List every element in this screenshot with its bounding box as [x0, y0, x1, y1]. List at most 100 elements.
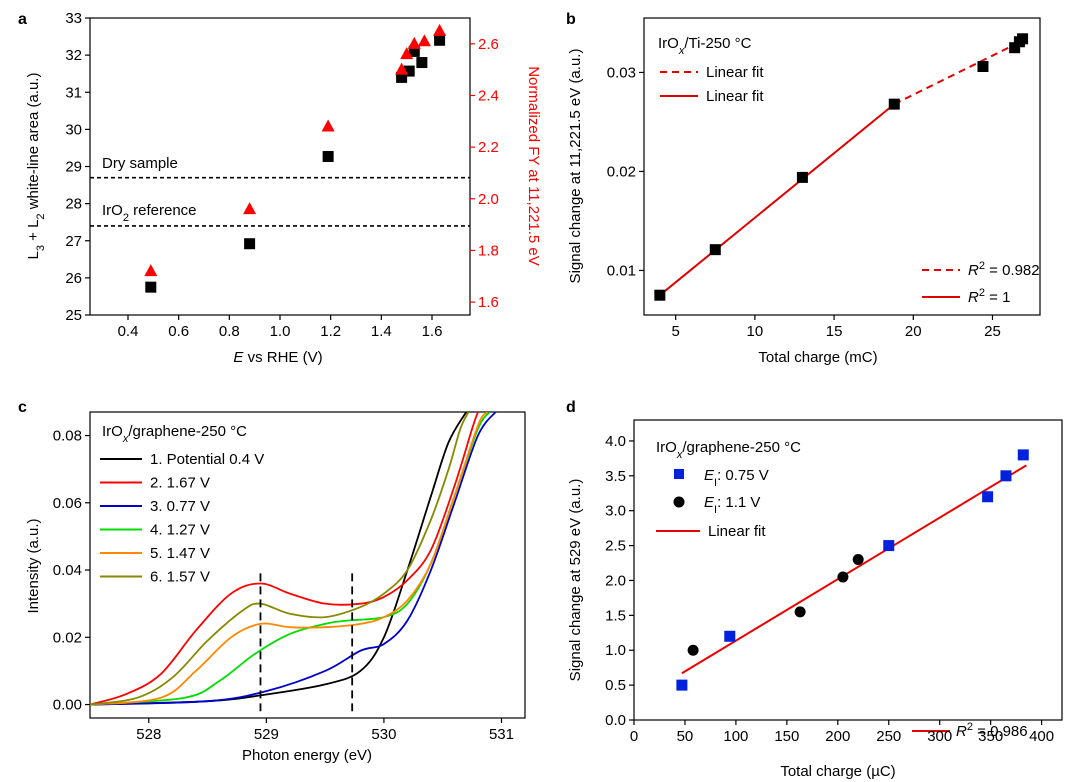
panel-d-y-tick-label: 3.5	[605, 468, 626, 485]
panel-c-sample-sub: x	[122, 433, 129, 445]
panel-d: d Total charge (µC) Signal change at 529…	[566, 399, 1063, 780]
panel-c-series-line-6	[90, 412, 470, 706]
panel-d-legend-sub1: I	[714, 477, 717, 489]
panel-a-y2-tick-label: 1.8	[478, 242, 499, 259]
panel-b-y-tick-label: 0.02	[607, 163, 636, 180]
panel-a-square-point	[396, 71, 408, 83]
panel-d-legend-label-075: EI: 0.75 V	[704, 467, 769, 489]
panel-d-x-tick-label: 150	[774, 728, 799, 745]
panel-d-r2-label: R2 = 0.986	[956, 721, 1028, 740]
panel-b-y-tick-label: 0.01	[607, 262, 636, 279]
panel-a-y-tick-label: 25	[65, 307, 82, 324]
panel-d-x-tick-label: 50	[677, 728, 694, 745]
panel-b-sample-iro: IrO	[658, 35, 679, 52]
panel-b-legend-dashed-label: Linear fit	[706, 64, 764, 81]
panel-a-x-tick-label: 0.8	[219, 323, 240, 340]
panel-d-y-tick-label: 0.5	[605, 677, 626, 694]
panel-a-x-tick-label: 0.4	[118, 323, 139, 340]
panel-c-y-tick-label: 0.04	[53, 562, 82, 579]
panel-a-y-label-sub3: 3	[35, 245, 47, 251]
panel-c-y-tick-label: 0.00	[53, 697, 82, 714]
panel-b-data-point	[888, 98, 900, 110]
panel-d-legend-circle-marker	[673, 496, 685, 508]
panel-a-triangle-point	[144, 264, 158, 277]
panel-c-x-tick-label: 530	[371, 726, 396, 743]
panel-d-sample-rest: /graphene-250 °C	[682, 439, 801, 456]
panel-a-y2-tick-label: 2.2	[478, 139, 499, 156]
panel-d-y-tick-label: 2.0	[605, 572, 626, 589]
panel-d-legend-rest2: : 1.1 V	[717, 494, 760, 511]
panel-c-series-line-2	[90, 412, 479, 706]
panel-c-legend-label: 6. 1.57 V	[150, 569, 210, 586]
panel-b-x-tick-label: 10	[747, 323, 764, 340]
panel-a-y-label-rest: white-line area (a.u.)	[25, 73, 42, 214]
panel-d-r2-value: = 0.986	[973, 723, 1028, 740]
panel-a-square-point	[416, 57, 428, 69]
panel-a-square-point	[322, 150, 334, 162]
panel-b-sample-sub: x	[678, 45, 685, 57]
panel-a-x-tick-label: 1.4	[371, 323, 392, 340]
panel-b-r2-solid-label: R2 = 1	[968, 287, 1010, 306]
panel-d-legend-square-marker	[674, 469, 684, 479]
panel-a-iro2-sub: 2	[123, 212, 129, 224]
panel-c-y-tick-label: 0.08	[53, 428, 82, 445]
panel-c-legend-label: 1. Potential 0.4 V	[150, 451, 264, 468]
panel-a-iro2-text: IrO	[102, 202, 123, 219]
panel-b-fit-solid-line	[659, 103, 895, 296]
panel-a-y-label-sub2: 2	[35, 213, 47, 219]
panel-b-r2a-sup: 2	[979, 260, 985, 272]
panel-d-y-axis-label: Signal change at 529 eV (a.u.)	[567, 479, 584, 682]
panel-d-sample-sub: x	[676, 449, 683, 461]
panel-c-plot-frame	[89, 411, 526, 719]
panel-a-y2-tick-label: 2.6	[478, 36, 499, 53]
panel-d-legend-sub2: I	[714, 504, 717, 516]
panel-a-x-tick-label: 1.0	[270, 323, 291, 340]
panel-c-series-line-3	[90, 412, 497, 706]
panel-c-letter: c	[18, 399, 27, 416]
panel-a-y2-tick-label: 1.6	[478, 294, 499, 311]
panel-b-sample-label: IrOx/Ti-250 °C	[658, 35, 752, 57]
panel-d-legend-label-11: EI: 1.1 V	[704, 494, 760, 516]
panel-a-letter: a	[18, 11, 27, 28]
panel-a-y-tick-label: 32	[65, 47, 82, 64]
panel-d-y-tick-label: 2.5	[605, 538, 626, 555]
panel-d-y-tick-label: 1.0	[605, 642, 626, 659]
panel-a-x-axis-label: E vs RHE (V)	[233, 349, 322, 366]
panel-a-y-tick-label: 26	[65, 270, 82, 287]
panel-a-x-tick-label: 1.2	[320, 323, 341, 340]
panel-c-legend-label: 2. 1.67 V	[150, 475, 210, 492]
panel-b-data-point	[709, 244, 721, 256]
panel-b-x-tick-label: 15	[826, 323, 843, 340]
panel-b-data-point	[654, 289, 666, 301]
panel-d-x-tick-label: 0	[630, 728, 638, 745]
panel-b-r2a-r: R	[968, 262, 979, 279]
panel-a-x-label-rest: vs RHE (V)	[243, 349, 322, 366]
panel-a-square-point	[403, 65, 415, 77]
panel-d-circle-point	[837, 571, 849, 583]
panel-b-y-axis-label: Signal change at 11,221.5 eV (a.u.)	[567, 49, 584, 284]
panel-a-triangle-point	[243, 202, 257, 215]
panel-d-legend-fit-label: Linear fit	[708, 523, 766, 540]
panel-a-y-tick-label: 33	[65, 10, 82, 27]
panel-c-x-tick-label: 528	[136, 726, 161, 743]
panel-c-x-tick-label: 531	[489, 726, 514, 743]
panel-a-triangle-point	[417, 34, 431, 47]
panel-c-sample-rest: /graphene-250 °C	[128, 423, 247, 440]
panel-d-square-point	[1017, 449, 1029, 461]
panel-b-r2a-value: = 0.982	[985, 262, 1040, 279]
panel-c-legend-label: 3. 0.77 V	[150, 498, 210, 515]
panel-a-y2-tick-label: 2.4	[478, 87, 499, 104]
panel-a-triangle-point	[400, 47, 414, 60]
panel-a-y-tick-label: 27	[65, 233, 82, 250]
panel-d-plot-frame	[633, 419, 1063, 721]
panel-d-y-tick-label: 1.5	[605, 607, 626, 624]
panel-d-legend-rest1: : 0.75 V	[717, 467, 769, 484]
panel-d-sample-iro: IrO	[656, 439, 677, 456]
panel-d-square-point	[724, 630, 736, 642]
panel-c-y-tick-label: 0.06	[53, 495, 82, 512]
panel-b-x-tick-label: 25	[984, 323, 1001, 340]
panel-d-letter: d	[566, 399, 576, 416]
panel-b-r2b-sup: 2	[979, 287, 985, 299]
panel-c-legend-label: 4. 1.27 V	[150, 522, 210, 539]
panel-a-triangle-point	[433, 23, 447, 36]
